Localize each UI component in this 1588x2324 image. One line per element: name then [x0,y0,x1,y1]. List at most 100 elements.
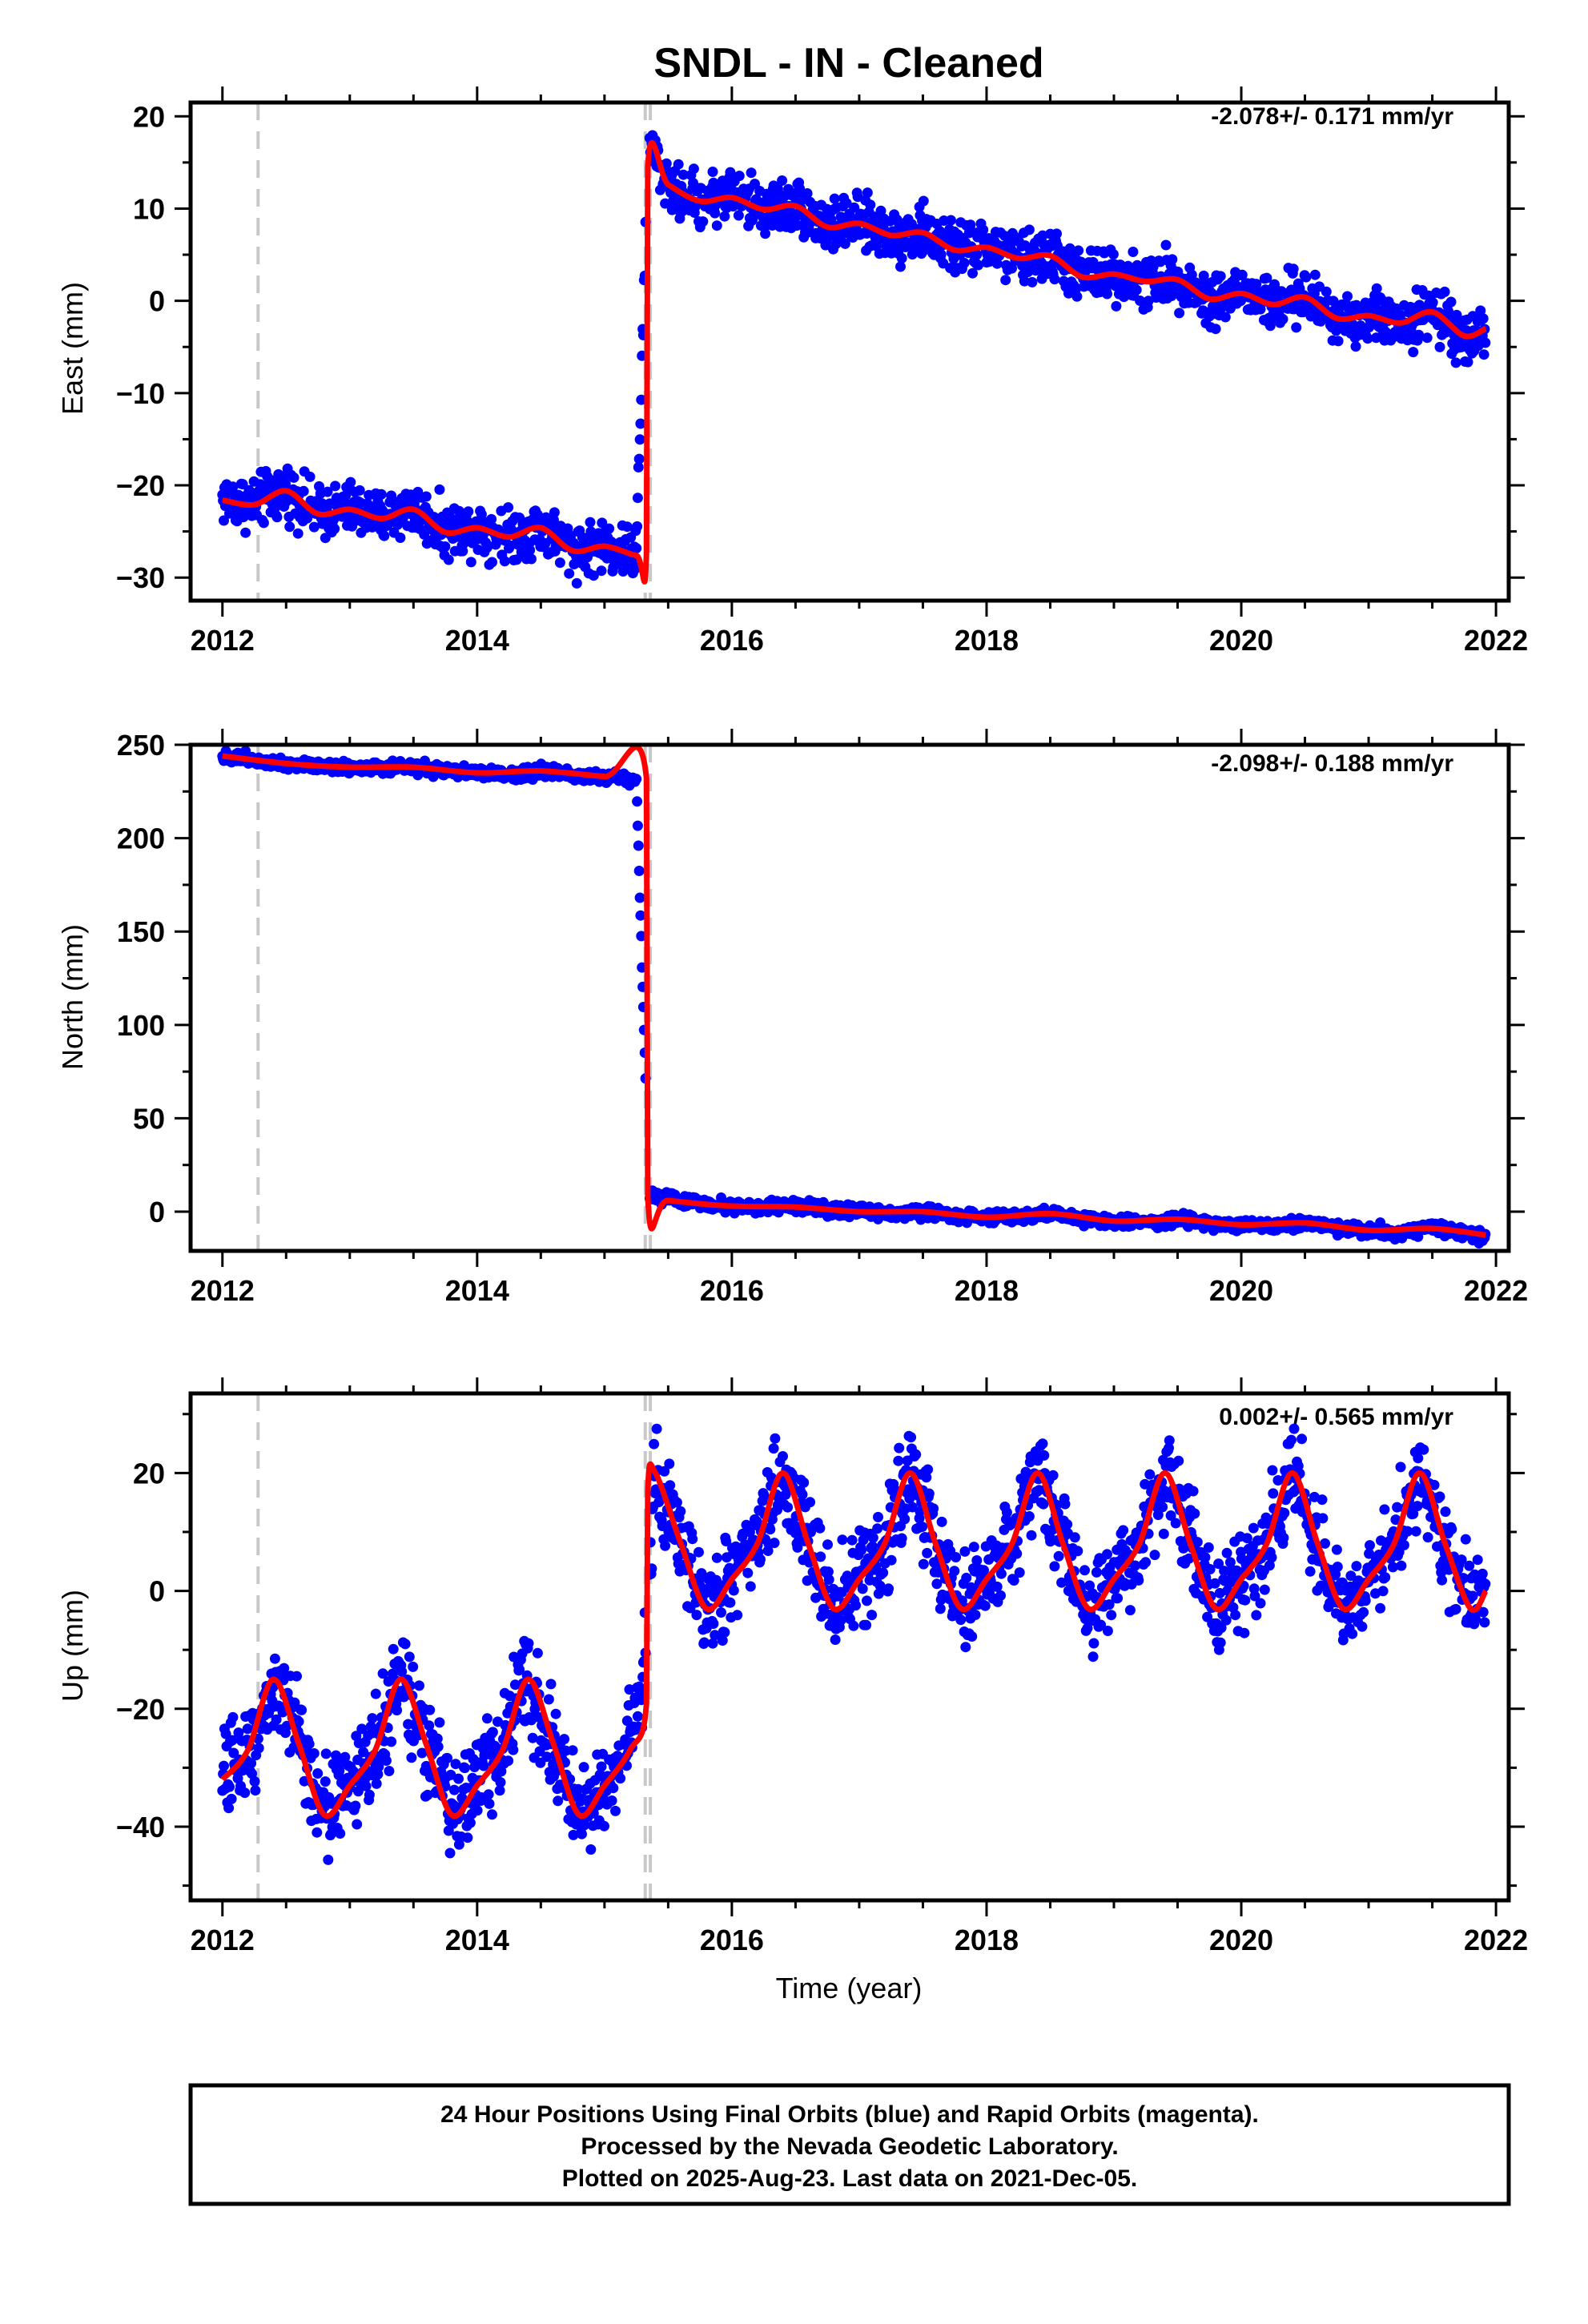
east-data-point [597,517,608,529]
east-data-point [777,175,788,186]
east-data-point [829,193,840,204]
east-data-point [1073,245,1084,256]
up-data-point [269,1653,280,1664]
east-data-point [733,210,744,221]
east-data-point [604,523,615,534]
up-data-point [814,1522,826,1534]
up-data-point [291,1671,302,1682]
up-y-axis-label: Up (mm) [56,1590,89,1702]
east-data-point [271,512,283,523]
up-data-point [995,1568,1007,1579]
up-data-point [239,1787,251,1799]
north-data-point [632,796,643,807]
east-data-point [525,545,536,556]
up-data-point [866,1610,878,1621]
east-model-fit-line [222,139,1487,585]
east-data-point [1049,274,1060,285]
up-data-point [719,1626,730,1638]
east-data-point [711,220,722,231]
east-data-point [499,556,510,567]
up-data-point [296,1704,308,1715]
east-data-point [698,216,709,227]
up-data-point [923,1464,934,1475]
up-data-point [424,1704,436,1715]
up-data-point [334,1765,345,1776]
up-data-point [744,1526,755,1538]
north-x-tick-label-4: 2020 [1209,1274,1273,1307]
up-data-point [782,1502,794,1513]
up-data-point [242,1723,253,1735]
east-data-point [1186,269,1197,280]
up-data-point [861,1619,872,1630]
east-data-point [476,509,487,520]
up-data-point [1008,1575,1019,1586]
x-axis-label: Time (year) [776,1972,923,2004]
east-data-point [725,167,736,178]
up-data-point [545,1679,557,1690]
east-data-point [304,471,316,482]
east-data-point [1445,296,1457,308]
east-data-point [849,202,860,213]
up-data-point [514,1664,525,1675]
up-data-point [596,1761,607,1772]
up-data-point [352,1786,364,1797]
up-data-point [416,1747,428,1759]
east-data-point [629,564,641,575]
east-data-point [298,485,309,497]
up-data-point [532,1647,543,1659]
east-data-point [1174,308,1185,319]
up-data-point [472,1805,483,1816]
up-data-point [699,1637,710,1648]
east-y-tick-label-4: 10 [133,192,165,225]
east-x-tick-label-1: 2014 [445,624,509,657]
up-data-point [453,1773,464,1784]
east-data-point [258,517,269,529]
up-data-point [967,1631,978,1642]
up-data-point [936,1516,947,1527]
up-data-point [710,1630,721,1641]
up-data-point [708,1618,719,1629]
east-data-point [1362,333,1373,344]
east-data-point [862,187,873,199]
east-data-point [463,506,474,517]
east-data-point [322,486,333,497]
up-data-point [320,1776,331,1787]
up-data-point [312,1768,324,1779]
up-data-point [1001,1507,1012,1518]
up-data-point [323,1854,334,1865]
east-data-point [945,215,956,226]
up-data-point [227,1735,238,1746]
east-data-point [564,568,575,579]
east-data-point [1301,271,1312,283]
up-data-point [432,1733,443,1744]
east-data-points [217,130,1491,589]
up-data-point [445,1769,456,1780]
east-x-tick-label-5: 2022 [1464,624,1528,657]
east-data-point [345,476,356,488]
east-data-point [1236,269,1248,280]
north-data-points [217,746,1491,1248]
up-data-point [331,1750,341,1761]
up-data-point [304,1739,315,1750]
east-data-point [1000,275,1011,286]
up-data-point [246,1758,257,1769]
up-data-point [606,1795,617,1806]
up-data-point [1014,1567,1025,1578]
up-data-point [874,1580,886,1591]
east-data-point [486,513,497,525]
east-data-point [935,249,947,260]
east-data-point [978,224,989,235]
east-data-point [734,171,745,182]
up-data-point [1004,1520,1015,1531]
east-data-point [1261,272,1272,283]
east-x-tick-label-3: 2018 [955,624,1019,657]
up-data-point [687,1534,698,1545]
up-data-point [462,1832,473,1844]
east-data-point [1434,341,1445,352]
east-data-point [240,527,251,538]
up-data-point [822,1566,834,1578]
east-data-point [967,267,978,279]
east-data-point [633,453,645,464]
east-y-tick-label-2: −10 [116,377,165,410]
east-data-point [1027,276,1038,287]
